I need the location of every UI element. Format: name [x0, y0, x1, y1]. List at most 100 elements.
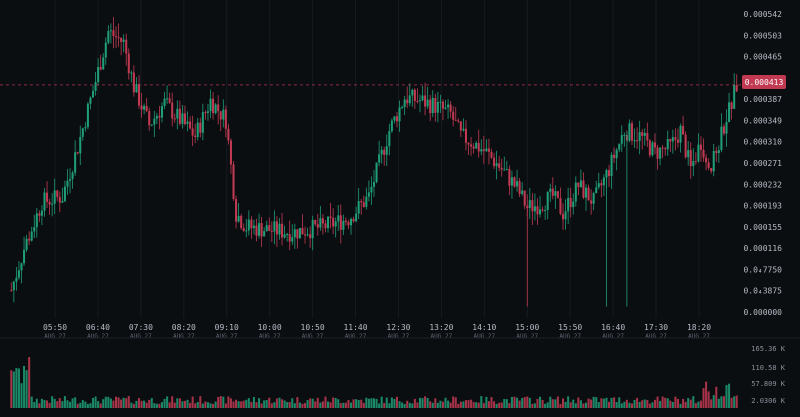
volume-bar: [398, 401, 401, 408]
volume-bar: [385, 397, 388, 408]
date-tick-label: AUG 27: [431, 333, 453, 340]
candle-body: [447, 104, 450, 108]
volume-bar: [674, 396, 677, 408]
volume-bar: [91, 397, 95, 408]
candle-body: [715, 151, 718, 154]
candle-body: [477, 142, 480, 152]
candle-body: [176, 108, 179, 119]
volume-bar: [258, 398, 261, 408]
volume-bar: [46, 400, 49, 408]
candle-body: [510, 177, 513, 186]
candle-body: [505, 169, 508, 171]
volume-bar: [125, 398, 128, 408]
candle-body: [148, 111, 151, 126]
volume-bar: [311, 398, 314, 408]
volume-bar: [163, 398, 166, 408]
volume-bar: [33, 402, 36, 408]
candle-body: [250, 219, 253, 229]
candle-body: [378, 154, 381, 163]
volume-bar: [232, 401, 235, 408]
candle-body: [94, 82, 97, 91]
volume-bar: [556, 396, 559, 408]
candle-body: [258, 223, 261, 236]
volume-bar: [579, 400, 582, 408]
volume-bar: [120, 399, 123, 408]
candle-body: [319, 218, 322, 228]
time-tick-label: 12:30: [386, 323, 410, 332]
volume-bar: [472, 401, 475, 408]
volume-bar: [35, 398, 38, 408]
candle-body: [252, 225, 255, 229]
current-price-tag: 0.000413: [742, 75, 786, 89]
candle-body: [91, 90, 95, 98]
volume-bar: [316, 397, 319, 408]
volume-bar: [531, 403, 534, 408]
candle-body: [605, 170, 608, 178]
volume-bar: [81, 400, 84, 408]
candle-body: [408, 95, 411, 104]
price-tick-label: 0.000542: [743, 10, 782, 19]
volume-bar: [584, 402, 588, 408]
volume-bar: [411, 403, 414, 408]
volume-bar: [281, 399, 284, 408]
candle-body: [403, 99, 406, 108]
volume-bar: [74, 397, 77, 408]
candle-body: [51, 203, 54, 205]
volume-bar: [562, 398, 565, 408]
candle-body: [722, 126, 725, 134]
volume-bar: [559, 403, 562, 408]
candle-body: [235, 199, 238, 222]
candle-body: [81, 128, 84, 137]
candle-body: [429, 99, 432, 114]
candle-body: [418, 100, 422, 102]
volume-bar: [176, 398, 179, 408]
candle-body: [720, 126, 723, 151]
volume-bar: [572, 399, 575, 408]
volume-bar: [76, 403, 79, 408]
volume-bar: [58, 398, 61, 408]
candle-body: [23, 249, 26, 264]
candle-body: [326, 216, 330, 229]
candle-body: [651, 142, 654, 156]
candle-body: [293, 229, 296, 238]
candle-body: [311, 219, 314, 239]
candle-body: [286, 234, 289, 236]
candle-body: [628, 123, 631, 141]
candle-body: [278, 223, 281, 235]
volume-axis[interactable]: 165.36 K 110.58 K 57.809 K 2.0306 K: [751, 345, 786, 405]
volume-bar: [523, 397, 526, 408]
candle-body: [224, 109, 227, 129]
candle-body: [694, 161, 697, 163]
price-tick-label: 0.0₄3875: [743, 287, 782, 296]
volume-bar: [710, 399, 713, 408]
volume-bar: [222, 396, 225, 408]
date-tick-label: AUG 27: [173, 333, 195, 340]
candle-body: [316, 224, 319, 228]
candle-body: [467, 142, 470, 145]
candle-body: [487, 148, 490, 152]
volume-bar: [505, 399, 508, 408]
candle-body: [735, 84, 738, 92]
volume-bar: [671, 402, 674, 408]
price-axis[interactable]: 0.0005420.0005030.0004650.0004260.000387…: [743, 10, 782, 317]
price-tick-label: 0.000310: [743, 138, 782, 147]
time-tick-label: 16:40: [601, 323, 625, 332]
candle-body: [661, 147, 664, 149]
volume-bar: [659, 401, 662, 408]
volume-bar: [43, 400, 46, 408]
volume-bar: [291, 398, 294, 408]
volume-bar: [587, 398, 590, 408]
volume-bar: [544, 403, 547, 408]
volume-bar: [191, 396, 194, 408]
volume-bar: [664, 397, 667, 408]
volume-bar: [459, 401, 462, 408]
candle-body: [301, 227, 304, 235]
volume-bar: [490, 397, 493, 408]
candle-body: [163, 98, 166, 107]
volume-bar: [194, 403, 197, 408]
volume-bar: [189, 402, 192, 408]
volume-bar: [247, 398, 250, 408]
